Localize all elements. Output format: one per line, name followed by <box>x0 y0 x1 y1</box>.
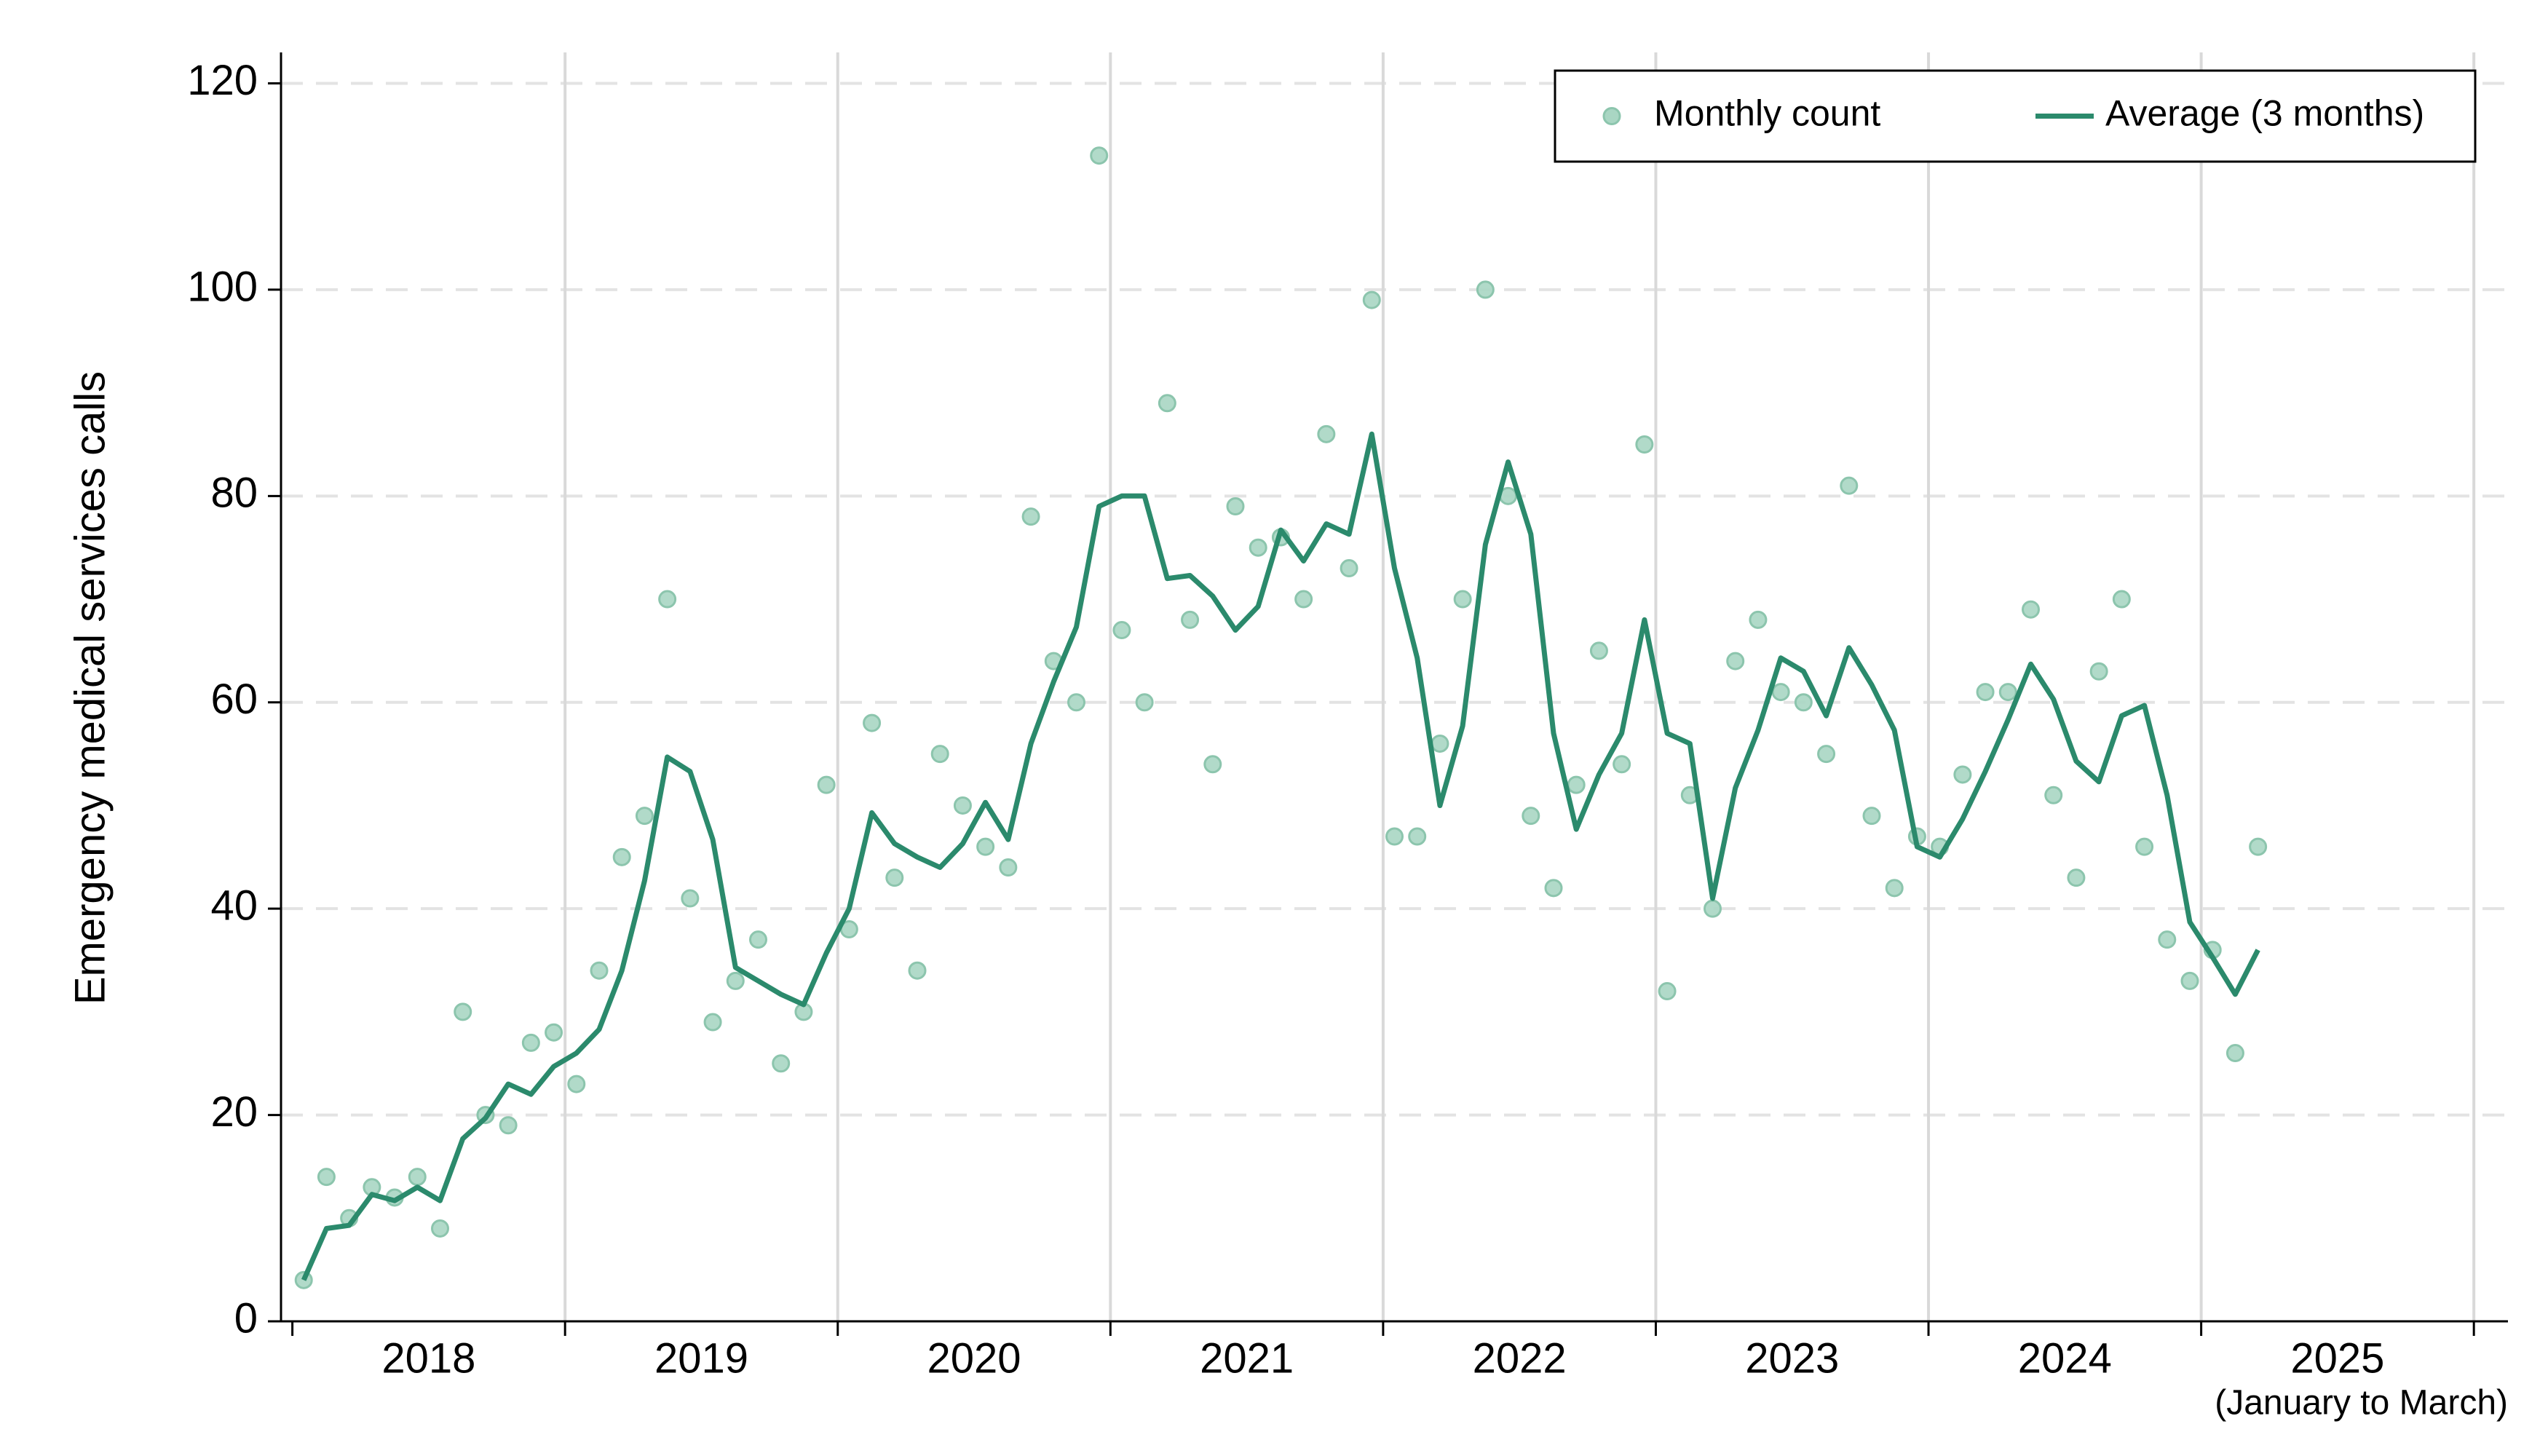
x-tick-label: 2019 <box>654 1334 748 1382</box>
data-point <box>1522 807 1540 826</box>
data-point <box>1726 652 1745 670</box>
y-tick-label: 100 <box>187 263 258 310</box>
data-point <box>1249 538 1267 557</box>
y-tick-label: 80 <box>210 470 258 517</box>
y-axis-label: Emergency medical services calls <box>66 371 114 1005</box>
data-point <box>431 1219 449 1238</box>
y-tick-label: 40 <box>210 882 258 929</box>
data-point <box>1090 146 1109 165</box>
y-tick-label: 20 <box>210 1088 258 1136</box>
data-point <box>930 745 949 764</box>
data-point <box>1567 775 1586 794</box>
data-point <box>1067 693 1085 712</box>
x-tick-label: 2022 <box>1473 1334 1567 1382</box>
annotation: (January to March) <box>2215 1384 2508 1423</box>
x-tick-label: 2021 <box>1200 1334 1294 1382</box>
x-tick-label: 2023 <box>1745 1334 1839 1382</box>
data-point <box>317 1168 336 1187</box>
data-point <box>1771 683 1790 702</box>
data-point <box>863 713 882 732</box>
data-point <box>817 775 836 794</box>
data-point <box>499 1116 518 1135</box>
data-point <box>681 889 700 908</box>
data-point <box>1885 879 1904 898</box>
data-point <box>976 837 995 856</box>
data-point <box>567 1075 586 1093</box>
data-point <box>1158 394 1176 413</box>
data-point <box>2225 1044 2244 1063</box>
data-point <box>1817 745 1836 764</box>
data-point <box>1749 610 1768 629</box>
legend-marker <box>1602 107 1621 125</box>
data-point <box>726 971 745 990</box>
data-point <box>2089 662 2108 681</box>
x-tick-label: 2018 <box>381 1334 475 1382</box>
data-point <box>1021 507 1040 526</box>
data-point <box>1998 683 2017 702</box>
data-point <box>1976 683 1995 702</box>
data-point <box>635 807 654 826</box>
data-point <box>1362 290 1381 309</box>
data-point <box>1226 497 1245 516</box>
data-point <box>885 869 904 887</box>
data-point <box>953 796 972 815</box>
y-tick-label: 0 <box>234 1294 258 1342</box>
data-point <box>2180 971 2199 990</box>
data-point <box>908 961 927 980</box>
y-tick-label: 60 <box>210 676 258 723</box>
data-point <box>1181 610 1200 629</box>
data-point <box>1476 280 1495 299</box>
data-point <box>1794 693 1813 712</box>
data-point <box>1135 693 1154 712</box>
x-tick-label: 2025 <box>2290 1334 2384 1382</box>
data-point <box>590 961 609 980</box>
data-point <box>2249 837 2268 856</box>
data-point <box>1953 765 1972 784</box>
x-tick-label: 2024 <box>2018 1334 2112 1382</box>
data-point <box>2158 930 2177 949</box>
average-line <box>301 431 2260 1281</box>
data-point <box>658 590 677 609</box>
legend-label: Monthly count <box>1654 93 1880 134</box>
data-point <box>1589 641 1608 660</box>
x-tick-label: 2020 <box>927 1334 1021 1382</box>
data-point <box>1294 590 1313 609</box>
data-point <box>2112 590 2131 609</box>
data-point <box>1112 621 1131 640</box>
data-point <box>772 1054 791 1073</box>
data-point <box>2067 869 2086 887</box>
data-point <box>1658 982 1677 1001</box>
legend: Monthly count Average (3 months) <box>1554 69 2477 163</box>
data-point <box>1840 476 1859 495</box>
data-point <box>2022 600 2040 619</box>
data-point <box>1340 559 1358 578</box>
data-point <box>703 1013 722 1032</box>
legend-label: Average (3 months) <box>2105 93 2424 134</box>
data-point <box>2044 786 2063 804</box>
data-point <box>1385 827 1404 846</box>
data-point <box>1635 435 1654 454</box>
data-point <box>1704 899 1722 918</box>
data-point <box>1862 807 1881 826</box>
data-point <box>612 847 631 866</box>
data-point <box>2135 837 2154 856</box>
data-point <box>1453 590 1472 609</box>
data-point <box>1613 755 1631 774</box>
data-point <box>1408 827 1427 846</box>
legend-box <box>1554 69 2477 163</box>
data-point <box>1431 734 1449 753</box>
data-point <box>1317 424 1336 443</box>
data-point <box>521 1033 540 1052</box>
data-point <box>749 930 767 949</box>
data-point <box>545 1023 563 1042</box>
data-point <box>1203 755 1222 774</box>
data-point <box>454 1002 472 1021</box>
data-point <box>1544 879 1563 898</box>
data-point <box>408 1168 427 1187</box>
data-point <box>999 858 1018 877</box>
y-tick-label: 120 <box>187 57 258 104</box>
